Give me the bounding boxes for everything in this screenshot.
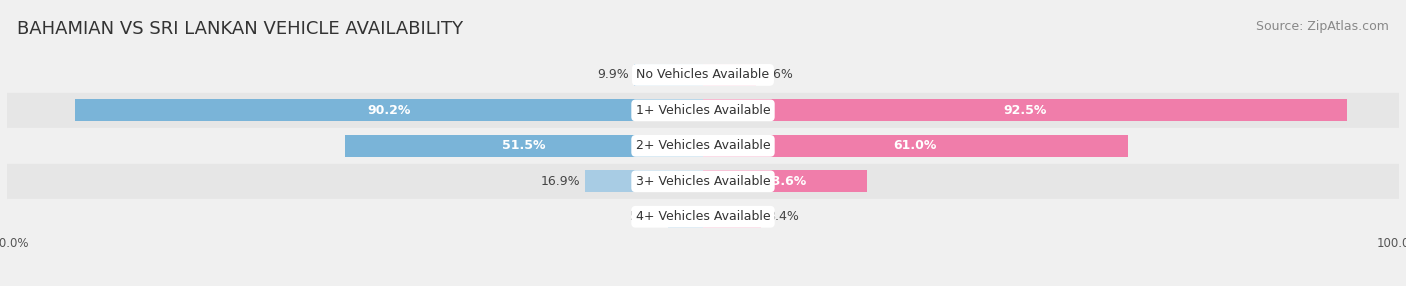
Text: 5.1%: 5.1% [630,210,662,223]
Bar [703,170,868,192]
Bar [703,100,1347,121]
Text: 1+ Vehicles Available: 1+ Vehicles Available [636,104,770,117]
Bar [7,164,1399,199]
Text: Source: ZipAtlas.com: Source: ZipAtlas.com [1256,20,1389,33]
Text: 92.5%: 92.5% [1004,104,1046,117]
Bar [344,135,703,157]
Text: No Vehicles Available: No Vehicles Available [637,68,769,82]
Text: 16.9%: 16.9% [540,175,579,188]
Bar [7,199,1399,235]
Text: 2+ Vehicles Available: 2+ Vehicles Available [636,139,770,152]
Bar [668,206,703,228]
Bar [703,64,756,86]
Text: 23.6%: 23.6% [763,175,807,188]
Bar [7,93,1399,128]
Text: 9.9%: 9.9% [596,68,628,82]
Text: 61.0%: 61.0% [894,139,936,152]
Bar [7,128,1399,164]
Bar [7,57,1399,93]
Bar [585,170,703,192]
Text: 90.2%: 90.2% [367,104,411,117]
Text: 4+ Vehicles Available: 4+ Vehicles Available [636,210,770,223]
Text: 7.6%: 7.6% [762,68,793,82]
Text: 51.5%: 51.5% [502,139,546,152]
Bar [703,206,762,228]
Text: BAHAMIAN VS SRI LANKAN VEHICLE AVAILABILITY: BAHAMIAN VS SRI LANKAN VEHICLE AVAILABIL… [17,20,463,38]
Bar [634,64,703,86]
Text: 8.4%: 8.4% [768,210,799,223]
Bar [76,100,703,121]
Bar [703,135,1128,157]
Text: 3+ Vehicles Available: 3+ Vehicles Available [636,175,770,188]
